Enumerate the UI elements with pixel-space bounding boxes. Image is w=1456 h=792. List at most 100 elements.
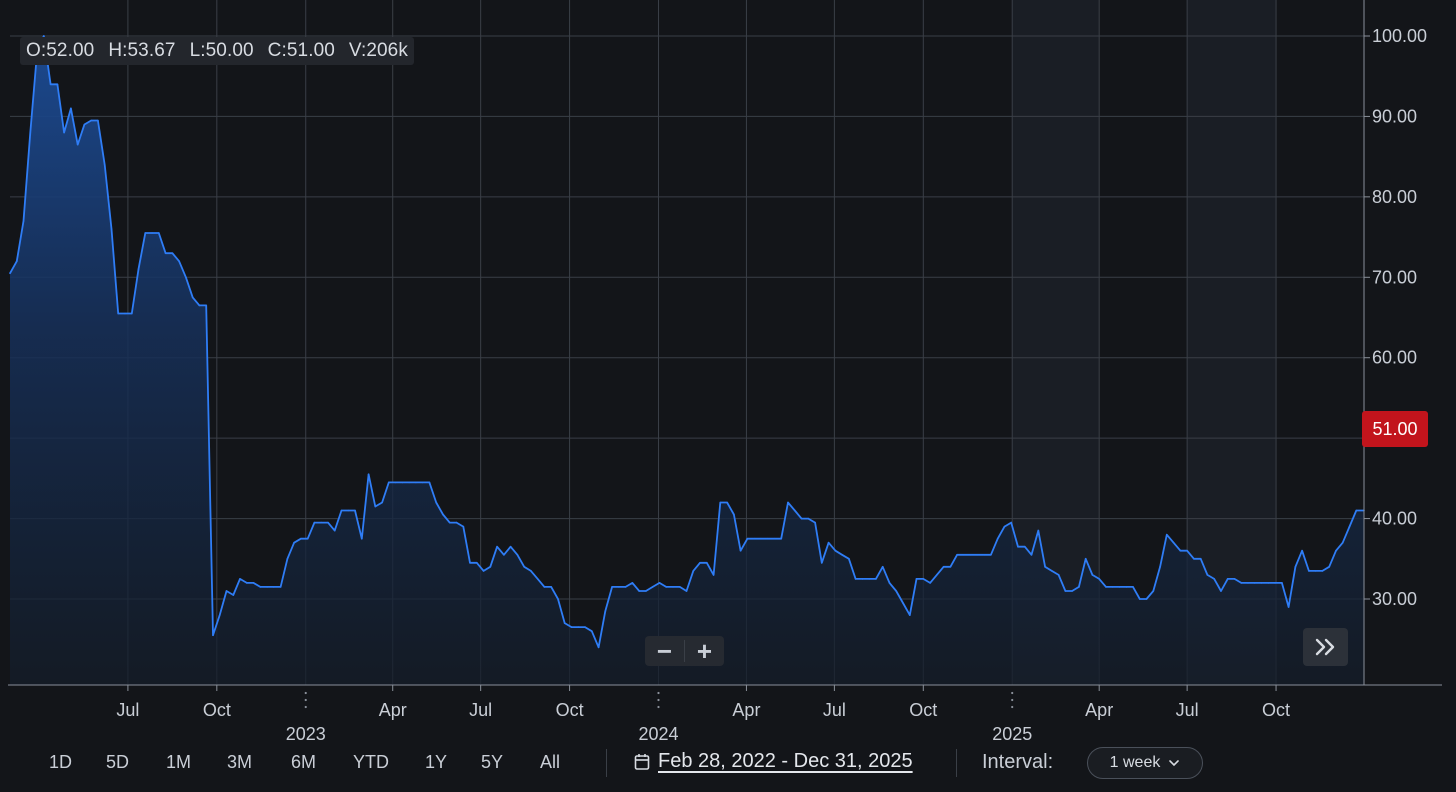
toolbar-divider: [956, 749, 957, 777]
range-ytd-button[interactable]: YTD: [353, 752, 389, 772]
interval-value: 1 week: [1109, 754, 1161, 771]
range-1m-button[interactable]: 1M: [166, 752, 192, 772]
data-point: [577, 626, 580, 628]
data-point: [225, 590, 228, 592]
data-point: [56, 83, 59, 86]
data-point: [246, 582, 248, 584]
year-tick-dot: [1011, 691, 1014, 695]
data-point: [401, 481, 404, 484]
year-tick-dot: [657, 705, 660, 709]
data-point: [1064, 590, 1067, 592]
data-point: [462, 525, 465, 528]
data-point: [1071, 590, 1073, 592]
data-point: [597, 646, 600, 649]
zoom-in-button[interactable]: +: [685, 636, 724, 666]
y-tick-label: 70.00: [1372, 267, 1417, 287]
x-tick-label: Oct: [203, 700, 231, 720]
data-point: [557, 598, 559, 600]
data-point: [286, 558, 289, 560]
data-point: [692, 570, 695, 572]
data-point: [361, 537, 363, 540]
data-point: [415, 481, 417, 484]
year-tick-dot: [1011, 698, 1014, 702]
date-range-picker[interactable]: Feb 28, 2022 - Dec 31, 2025: [634, 750, 913, 773]
data-point: [773, 537, 776, 540]
data-point: [1010, 521, 1012, 524]
data-point: [530, 570, 532, 572]
low-value: L:50.00: [189, 40, 254, 61]
data-point: [706, 562, 708, 564]
data-point: [1057, 574, 1060, 576]
data-point: [428, 481, 431, 484]
data-point: [381, 501, 383, 504]
chevron-down-icon: [1169, 760, 1180, 767]
interval-dropdown[interactable]: 1 week: [1087, 747, 1203, 779]
data-point: [1186, 549, 1188, 552]
data-point: [1294, 566, 1297, 568]
data-point: [476, 562, 478, 564]
data-point: [266, 586, 268, 588]
data-point: [63, 131, 65, 134]
range-1y-button[interactable]: 1Y: [425, 752, 448, 772]
data-point: [509, 545, 512, 548]
data-point: [131, 312, 133, 315]
x-tick-label: Apr: [1085, 700, 1113, 720]
data-point: [909, 614, 911, 616]
data-point: [103, 163, 106, 166]
data-point: [658, 582, 661, 584]
data-point: [239, 578, 241, 580]
data-point: [1348, 525, 1351, 528]
data-point: [1308, 570, 1310, 572]
data-point: [854, 578, 857, 580]
data-point: [110, 228, 113, 230]
data-point: [1193, 558, 1195, 560]
data-point: [442, 513, 444, 516]
high-value: H:53.67: [108, 40, 176, 61]
data-point: [1287, 606, 1290, 608]
data-point: [489, 566, 492, 568]
data-point: [787, 501, 789, 504]
range-1d-button[interactable]: 1D: [49, 752, 73, 772]
data-point: [158, 232, 160, 234]
range-all-button[interactable]: All: [540, 752, 561, 772]
data-point: [43, 35, 45, 37]
data-point: [273, 586, 275, 588]
data-point: [651, 586, 654, 588]
data-point: [313, 521, 316, 524]
current-price-badge: 51.00: [1362, 411, 1428, 447]
data-point: [151, 232, 153, 234]
data-point: [861, 578, 864, 580]
data-point: [340, 509, 343, 512]
data-point: [1003, 525, 1006, 528]
data-point: [137, 268, 140, 271]
year-tick-dot: [1011, 705, 1014, 709]
range-5y-button[interactable]: 5Y: [481, 752, 504, 772]
data-point: [1281, 582, 1283, 584]
data-point: [624, 586, 627, 588]
data-point: [83, 123, 86, 126]
zoom-out-button[interactable]: −: [645, 636, 684, 666]
data-point: [1213, 578, 1215, 580]
data-point: [1024, 545, 1026, 548]
range-5d-button[interactable]: 5D: [106, 752, 130, 772]
data-point: [1341, 541, 1344, 544]
year-tick-dot: [657, 698, 660, 702]
y-tick-label: 60.00: [1372, 348, 1417, 368]
price-chart[interactable]: 30.00 40.00 60.00 70.00 80.00 90.00 100.00 Jul…: [0, 0, 1456, 744]
scroll-to-latest-button[interactable]: [1303, 628, 1348, 666]
data-point: [1159, 566, 1161, 568]
data-point: [563, 622, 566, 624]
data-point: [320, 521, 323, 524]
data-point: [164, 252, 167, 254]
data-point: [185, 276, 187, 279]
range-6m-button[interactable]: 6M: [291, 752, 317, 772]
data-point: [739, 549, 742, 552]
x-tick-label-year: 2024: [638, 724, 678, 744]
data-point: [124, 312, 126, 315]
data-point: [550, 586, 552, 588]
data-point: [76, 143, 79, 146]
data-point: [1179, 549, 1182, 552]
data-point: [205, 304, 207, 307]
data-point: [963, 554, 965, 556]
range-3m-button[interactable]: 3M: [227, 752, 253, 772]
